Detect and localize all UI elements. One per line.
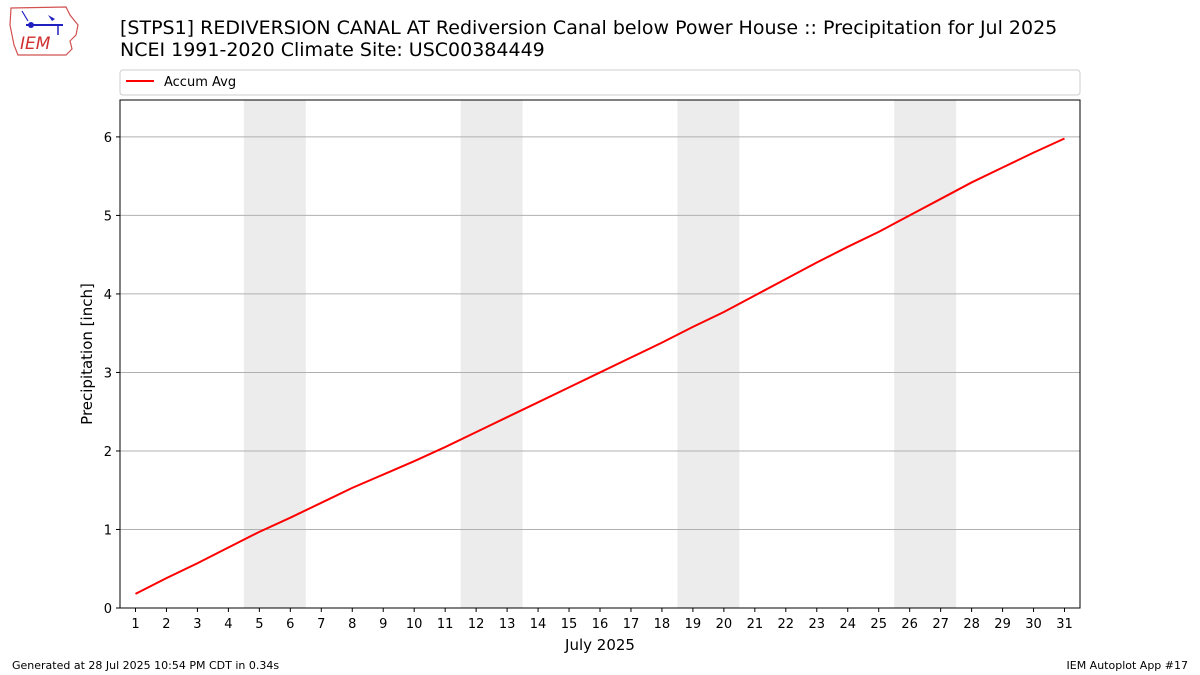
x-tick-label: 2 [162, 617, 170, 632]
chart-title: [STPS1] REDIVERSION CANAL AT Rediversion… [120, 17, 1057, 61]
title-line-2: NCEI 1991-2020 Climate Site: USC00384449 [120, 39, 545, 61]
y-tick-label: 6 [104, 131, 112, 146]
x-tick-label: 8 [348, 617, 356, 632]
x-tick-label: 22 [778, 617, 795, 632]
y-axis-ticks: 0 1 2 3 4 5 6 [104, 131, 120, 617]
y-tick-label: 0 [104, 602, 112, 617]
x-axis-label: July 2025 [564, 636, 635, 654]
x-tick-label: 18 [654, 617, 671, 632]
x-tick-label: 19 [685, 617, 702, 632]
x-tick-label: 13 [499, 617, 516, 632]
x-axis-ticks: 1 2 3 4 5 6 7 8 9 10 11 12 13 14 15 16 17 18 19 20 21 22 23 24 2… [131, 608, 1073, 632]
x-tick-label: 16 [592, 617, 609, 632]
x-tick-label: 21 [747, 617, 764, 632]
x-tick-label: 17 [623, 617, 640, 632]
x-tick-label: 9 [379, 617, 387, 632]
x-tick-label: 4 [224, 617, 232, 632]
weekend-bands [243, 100, 957, 608]
x-tick-label: 30 [1025, 617, 1042, 632]
x-tick-label: 15 [561, 617, 578, 632]
x-tick-label: 20 [716, 617, 733, 632]
x-tick-label: 14 [530, 617, 547, 632]
gridlines [120, 136, 1080, 530]
generated-timestamp: Generated at 28 Jul 2025 10:54 PM CDT in… [12, 659, 280, 672]
title-line-1: [STPS1] REDIVERSION CANAL AT Rediversion… [120, 17, 1058, 39]
x-tick-label: 5 [255, 617, 263, 632]
x-tick-label: 25 [870, 617, 887, 632]
series-line-accum-avg [135, 137, 1065, 595]
iem-logo-icon: IEM [9, 6, 79, 56]
plot-series [135, 137, 1065, 595]
weekend-band [894, 100, 957, 608]
x-tick-label: 1 [131, 617, 139, 632]
x-tick-label: 27 [932, 617, 949, 632]
y-tick-label: 5 [104, 209, 112, 224]
y-tick-label: 4 [104, 288, 112, 303]
x-tick-label: 26 [901, 617, 918, 632]
y-tick-label: 3 [104, 366, 112, 381]
x-tick-label: 11 [437, 617, 454, 632]
y-tick-label: 1 [104, 523, 112, 538]
x-tick-label: 6 [286, 617, 294, 632]
y-axis-label: Precipitation [inch] [78, 283, 96, 425]
weekend-band [243, 100, 306, 608]
x-tick-label: 10 [406, 617, 423, 632]
x-tick-label: 3 [193, 617, 201, 632]
x-tick-label: 12 [468, 617, 485, 632]
weekend-band [677, 100, 740, 608]
app-id-label: IEM Autoplot App #17 [1066, 659, 1189, 672]
legend-box [119, 69, 1081, 96]
x-tick-label: 23 [809, 617, 826, 632]
x-tick-label: 29 [994, 617, 1011, 632]
x-tick-label: 28 [963, 617, 980, 632]
x-tick-label: 31 [1056, 617, 1073, 632]
weekend-band [460, 100, 523, 608]
y-tick-label: 2 [104, 445, 112, 460]
legend: Accum Avg [119, 69, 1081, 96]
x-tick-label: 24 [839, 617, 856, 632]
legend-label: Accum Avg [164, 75, 236, 90]
x-tick-label: 7 [317, 617, 325, 632]
logo-text: IEM [20, 34, 51, 54]
